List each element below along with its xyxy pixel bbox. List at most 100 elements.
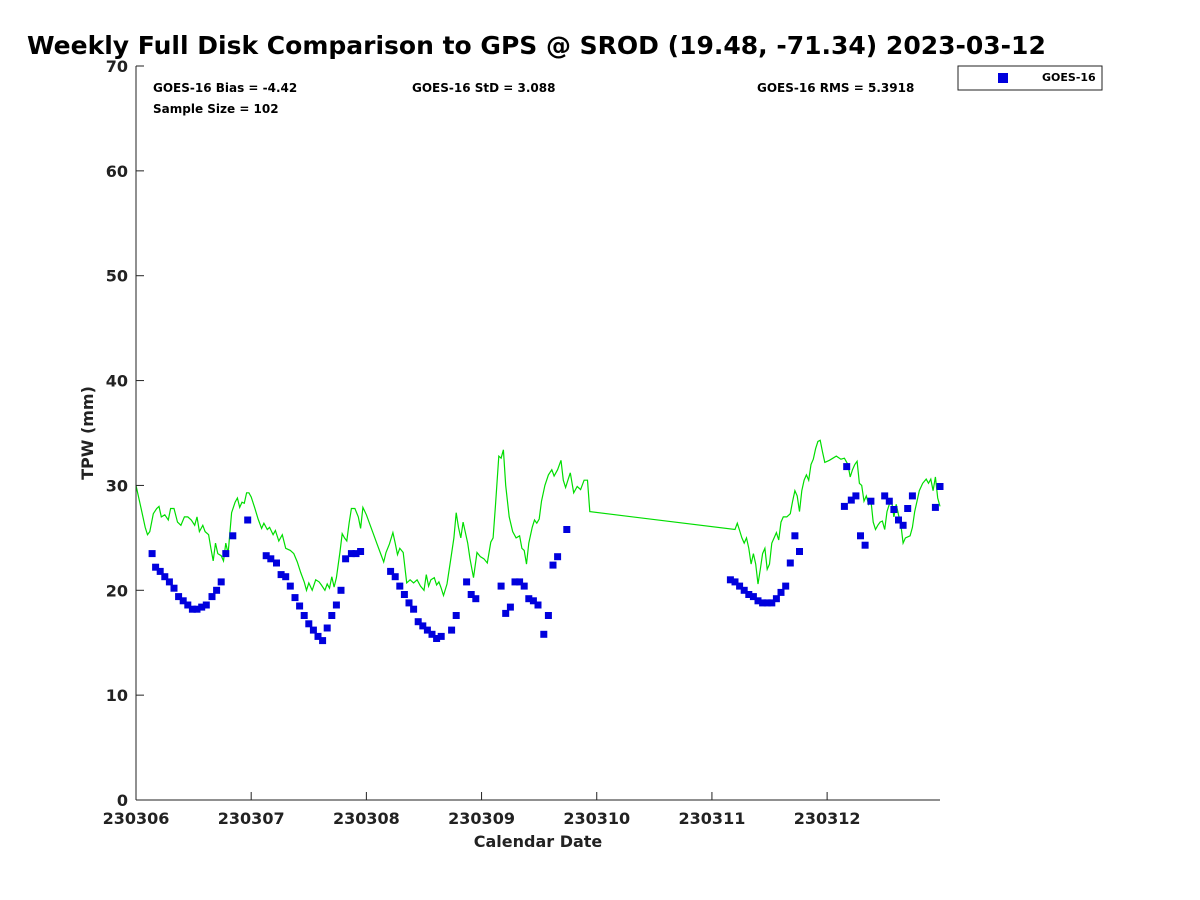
goes-16-point [777, 588, 785, 596]
goes-16-point [726, 576, 734, 584]
goes-16-point [282, 573, 290, 581]
goes-16-point [300, 612, 308, 619]
goes-16-point [786, 559, 794, 567]
goes-16-point [516, 578, 524, 586]
goes-16-point [170, 584, 178, 592]
goes-16-point [502, 609, 510, 617]
y-tick-label: 30 [106, 476, 128, 495]
goes-16-point [410, 605, 418, 613]
goes-16-point [396, 582, 404, 590]
goes-16-point [262, 552, 270, 560]
goes-16-point [731, 578, 739, 586]
goes-16-point [437, 632, 445, 640]
goes-16-point [763, 599, 771, 607]
goes-16-point [309, 626, 317, 634]
y-tick-label: 60 [106, 162, 128, 181]
goes-16-point [745, 591, 753, 598]
goes-16-point [467, 591, 475, 598]
goes-16-point [291, 594, 299, 602]
chart-title: Weekly Full Disk Comparison to GPS @ SRO… [27, 31, 1046, 60]
goes-16-point [554, 553, 562, 561]
goes-16-point [433, 635, 441, 642]
goes-16-point [847, 496, 855, 504]
std-stat: GOES-16 StD = 3.088 [412, 81, 555, 95]
goes-16-point [208, 593, 216, 601]
goes-16-point [549, 561, 557, 569]
goes-16-point [156, 567, 164, 575]
goes-16-point [267, 555, 275, 563]
goes-16-point [286, 582, 294, 590]
x-axis-ticks: 230306 230307 230308 230309 230310 230311 2303… [103, 792, 861, 828]
goes-16-point [296, 602, 304, 610]
goes-16-point [861, 541, 869, 549]
gps-tpw-line [135, 439, 941, 598]
goes-16-point [852, 492, 860, 500]
goes-16-point [857, 532, 864, 540]
x-tick-label: 230309 [448, 809, 515, 828]
goes-16-point [314, 632, 322, 640]
y-tick-label: 40 [106, 372, 128, 391]
x-tick-label: 230310 [563, 809, 630, 828]
goes-16-point [193, 605, 201, 613]
goes-16-point [179, 597, 187, 605]
goes-16-point [885, 497, 893, 505]
goes-16-point [357, 548, 365, 555]
goes-16-point [736, 582, 744, 590]
goes-16-point [414, 618, 422, 626]
goes-16-point [525, 595, 533, 603]
goes-16-point [463, 578, 471, 586]
goes-16-point [337, 586, 345, 594]
goes-16-point [881, 492, 889, 500]
goes-16-point [840, 502, 848, 510]
goes-16-point [222, 550, 230, 558]
goes-16-point [352, 550, 360, 558]
goes-16-point [244, 516, 252, 524]
goes-16-point [529, 597, 537, 605]
goes-16-point [152, 563, 160, 571]
goes-16-point [342, 555, 350, 563]
goes-16-point [908, 492, 916, 500]
goes-16-point [229, 532, 237, 540]
goes-16-series [148, 463, 944, 645]
y-axis-ticks: 0 10 20 30 40 50 60 70 [106, 57, 144, 810]
goes-16-point [405, 599, 413, 607]
goes-16-point [899, 521, 907, 529]
goes-16-point [400, 591, 408, 598]
goes-16-point [904, 505, 912, 512]
goes-16-point [791, 532, 799, 540]
legend-box [957, 65, 1103, 91]
goes-16-point [759, 599, 767, 607]
goes-16-point [419, 622, 427, 630]
plot-area [135, 66, 944, 801]
goes-16-point [563, 526, 571, 533]
legend-marker-goes-16 [998, 73, 1008, 83]
y-axis-label: TPW (mm) [78, 386, 97, 480]
goes-16-point [890, 506, 898, 513]
goes-16-point [198, 603, 206, 611]
goes-16-point [497, 582, 505, 590]
goes-16-point [754, 597, 762, 605]
goes-16-point [540, 630, 548, 638]
x-tick-label: 230306 [103, 809, 170, 828]
goes-16-point [347, 550, 355, 558]
goes-16-point [867, 497, 875, 505]
goes-16-point [740, 586, 748, 594]
goes-16-point [319, 637, 327, 645]
goes-16-point [895, 516, 902, 524]
goes-16-point [452, 612, 460, 619]
x-tick-label: 230312 [794, 809, 861, 828]
goes-16-point [328, 612, 336, 619]
goes-16-point [544, 612, 552, 619]
goes-16-point [772, 595, 780, 603]
goes-16-point [175, 593, 183, 601]
x-tick-label: 230308 [333, 809, 400, 828]
goes-16-point [936, 483, 944, 490]
goes-16-point [534, 601, 542, 609]
goes-16-point [423, 626, 431, 634]
goes-16-point [202, 601, 210, 609]
goes-16-point [506, 603, 514, 611]
goes-16-point [161, 573, 169, 581]
y-tick-label: 10 [106, 686, 128, 705]
bias-stat: GOES-16 Bias = -4.42 [153, 81, 297, 95]
rms-stat: GOES-16 RMS = 5.3918 [757, 81, 914, 95]
